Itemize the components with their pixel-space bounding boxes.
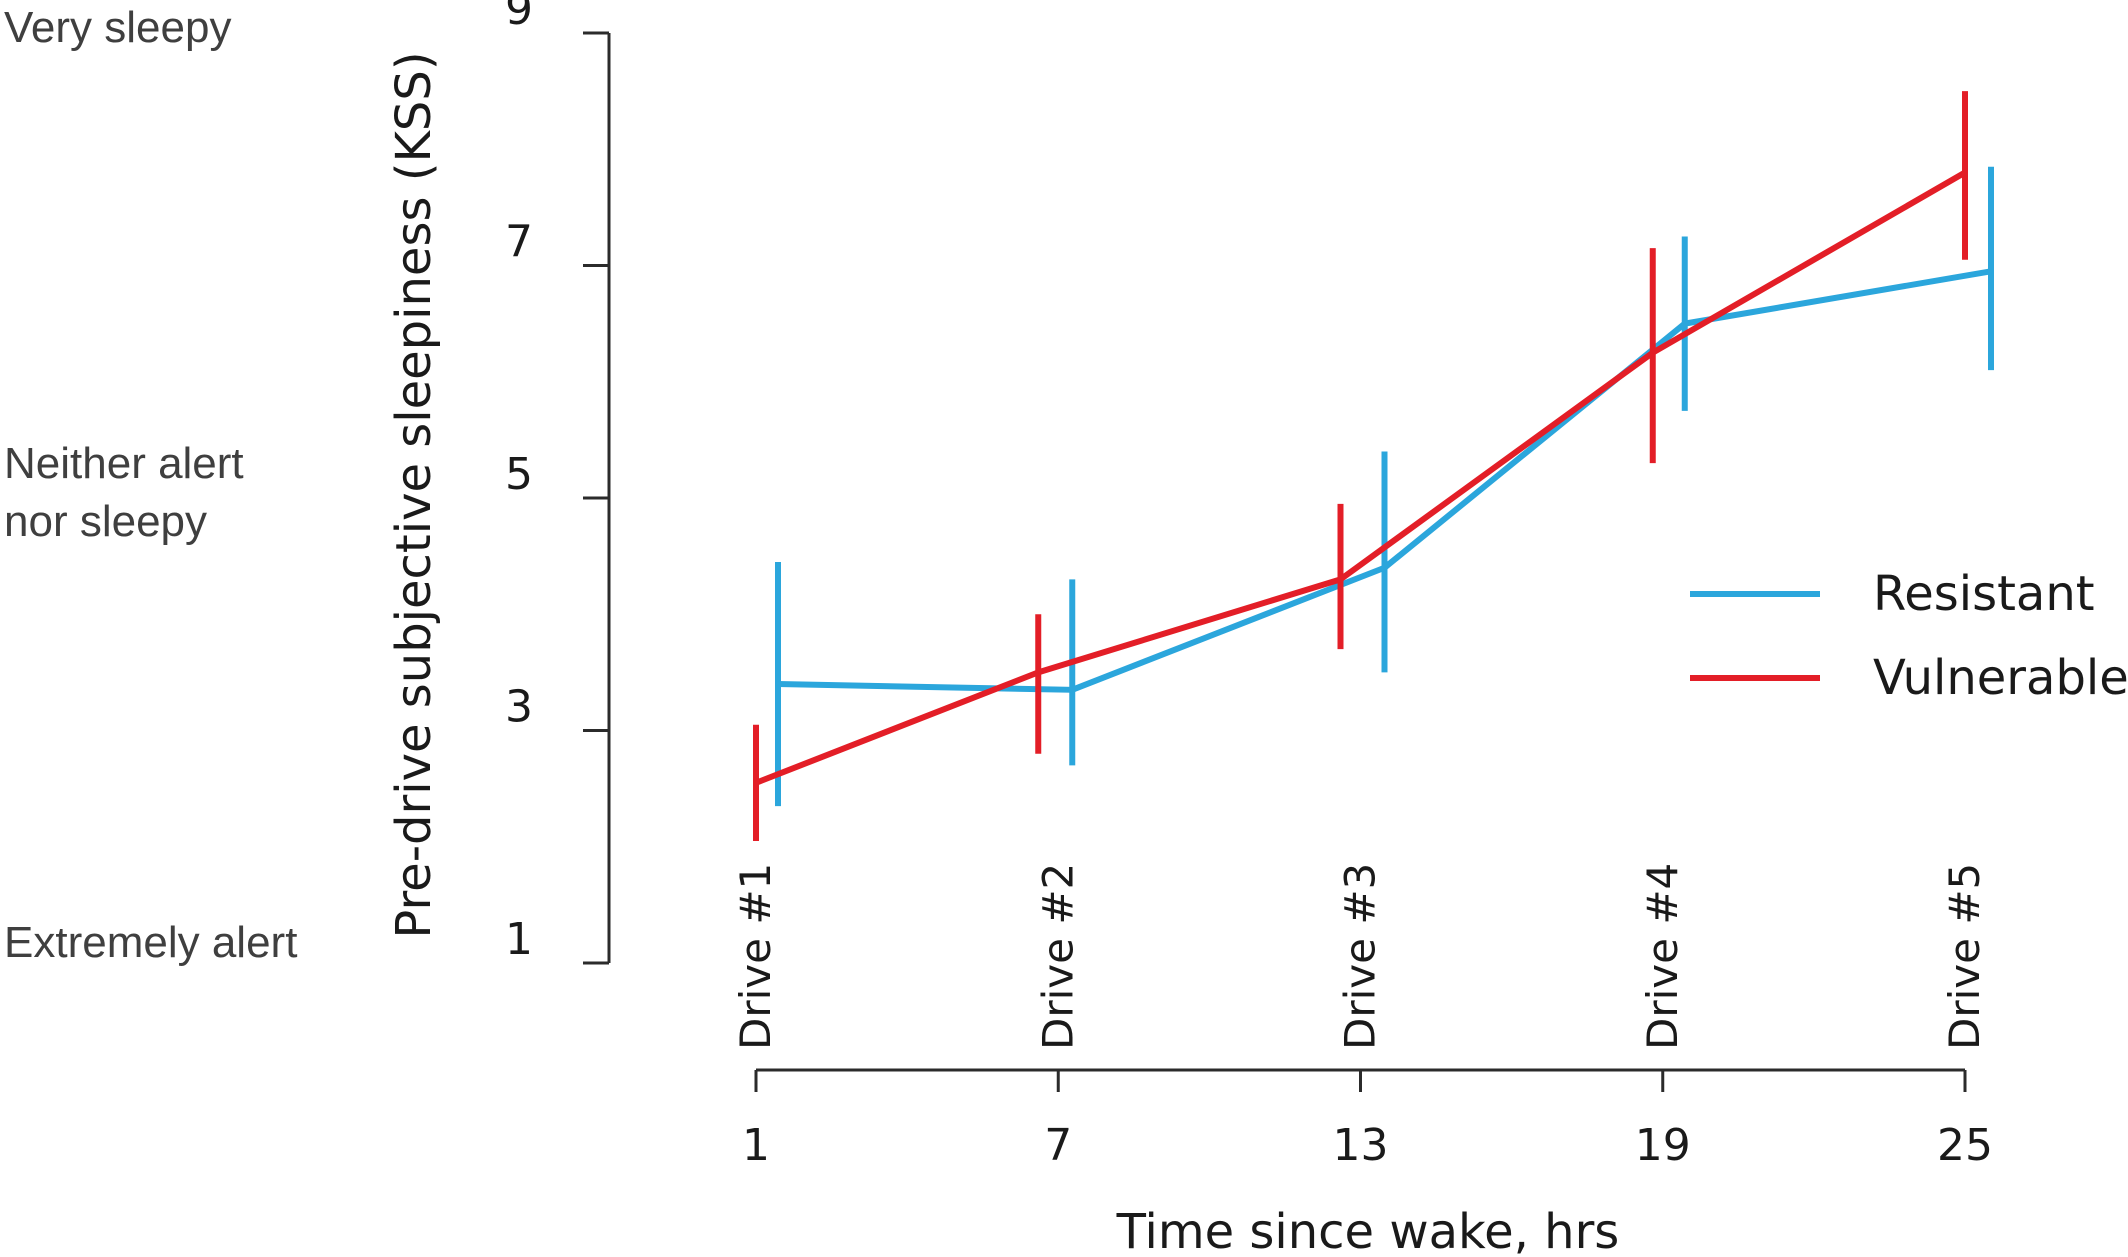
drive-label: Drive #5 [1940, 863, 1989, 1050]
drive-label: Drive #1 [731, 863, 780, 1050]
x-tick-label: 7 [1044, 1120, 1072, 1171]
scale-label-very-sleepy: Very sleepy [4, 3, 231, 52]
y-tick-label: 7 [505, 217, 533, 268]
scale-label-neither-line1: Neither alert [4, 439, 244, 488]
x-tick-label: 25 [1937, 1120, 1993, 1171]
series-vulnerable [753, 91, 1968, 841]
scale-label-extremely-alert: Extremely alert [4, 918, 297, 967]
x-tick-label: 13 [1333, 1120, 1389, 1171]
drive-label: Drive #3 [1336, 863, 1385, 1050]
x-tick-label: 19 [1635, 1120, 1691, 1171]
x-axis-title: Time since wake, hrs [1116, 1204, 1620, 1257]
y-tick-label: 1 [505, 914, 533, 965]
y-axis-title: Pre-drive subjective sleepiness (KSS) [386, 51, 442, 938]
y-tick-label: 9 [505, 0, 533, 35]
drive-label: Drive #2 [1033, 863, 1082, 1050]
series-group [753, 91, 1994, 841]
legend: Resistant Vulnerable [1690, 566, 2128, 706]
drive-labels: Drive #1 Drive #2 Drive #3 Drive #4 Drive #5 [731, 863, 1989, 1050]
legend-label: Vulnerable [1873, 650, 2128, 706]
y-tick-label: 3 [505, 682, 533, 733]
series-line [754, 169, 1967, 786]
legend-label: Resistant [1873, 566, 2095, 622]
y-tick-label: 5 [505, 449, 533, 500]
x-tick-label: 1 [742, 1120, 770, 1171]
series-line [777, 268, 1992, 693]
scale-label-neither-line2: nor sleepy [4, 497, 207, 546]
drive-label: Drive #4 [1638, 863, 1687, 1050]
y-axis: 1 3 5 7 9 [505, 0, 611, 965]
x-axis: 1 7 13 19 25 [742, 1068, 1993, 1171]
series-resistant [775, 166, 1994, 807]
